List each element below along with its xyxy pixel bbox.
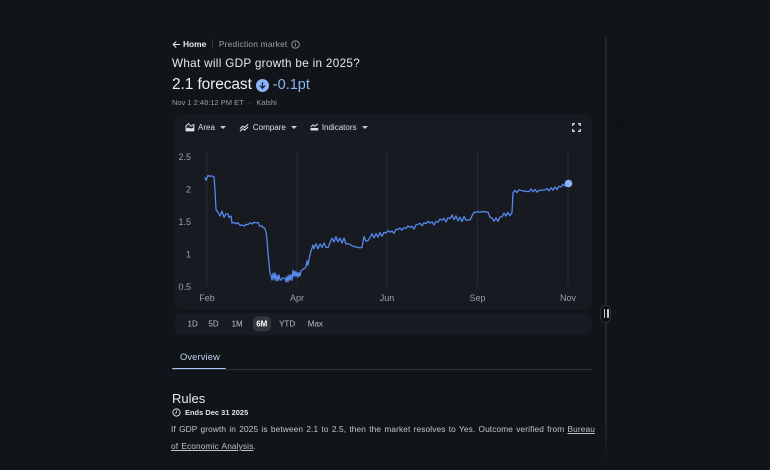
- svg-text:Feb: Feb: [199, 293, 215, 303]
- svg-text:Jun: Jun: [380, 293, 395, 303]
- svg-text:2: 2: [186, 185, 191, 195]
- svg-text:Sep: Sep: [469, 293, 485, 303]
- svg-text:2.5: 2.5: [178, 152, 191, 162]
- svg-text:Nov: Nov: [560, 293, 577, 303]
- svg-text:0.5: 0.5: [178, 282, 191, 292]
- svg-text:1.5: 1.5: [178, 217, 191, 227]
- svg-text:1: 1: [186, 250, 191, 260]
- svg-text:Apr: Apr: [290, 293, 304, 303]
